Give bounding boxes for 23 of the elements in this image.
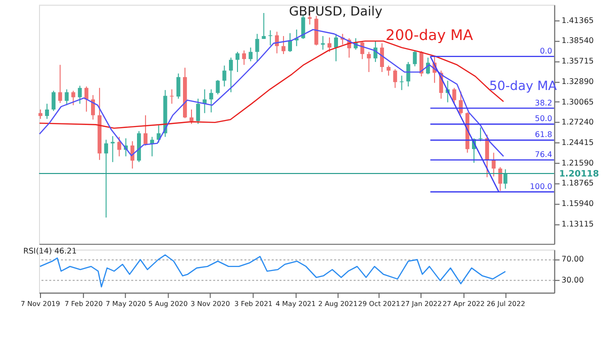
y-tick-label: 1.30065 [562, 97, 594, 106]
y-tick-label: 1.18765 [562, 178, 594, 188]
y-tick-label: 1.35715 [562, 56, 594, 66]
series-label: 61.8 [534, 130, 552, 140]
series-label: 0.0 [540, 46, 552, 56]
chart-title: GBPUSD, Daily [288, 4, 383, 19]
y-tick-label: 1.27240 [562, 118, 594, 127]
y-tick-label: 30.00 [562, 275, 584, 284]
y-tick-label: 1.13115 [562, 219, 594, 228]
y-tick-label: 1.32890 [562, 76, 594, 86]
ref-line-label: 1.20118 [559, 169, 600, 180]
y-tick-label: 1.24415 [562, 138, 594, 147]
series-label: 76.4 [534, 150, 552, 159]
y-tick-label: 1.38540 [562, 36, 594, 46]
y-tick-label: 1.15940 [562, 199, 594, 208]
series-label: 38.2 [534, 98, 552, 108]
series-label: 100.0 [530, 182, 552, 191]
y-tick-label: 1.41365 [562, 16, 594, 25]
series-label: 200-day MA [386, 27, 474, 44]
y-tick-label: 1.21590 [562, 158, 594, 168]
y-tick-label: 70.00 [562, 254, 584, 264]
chart-title: RSI(14) 46.21 [23, 246, 77, 256]
series-label: 50.0 [534, 114, 552, 124]
